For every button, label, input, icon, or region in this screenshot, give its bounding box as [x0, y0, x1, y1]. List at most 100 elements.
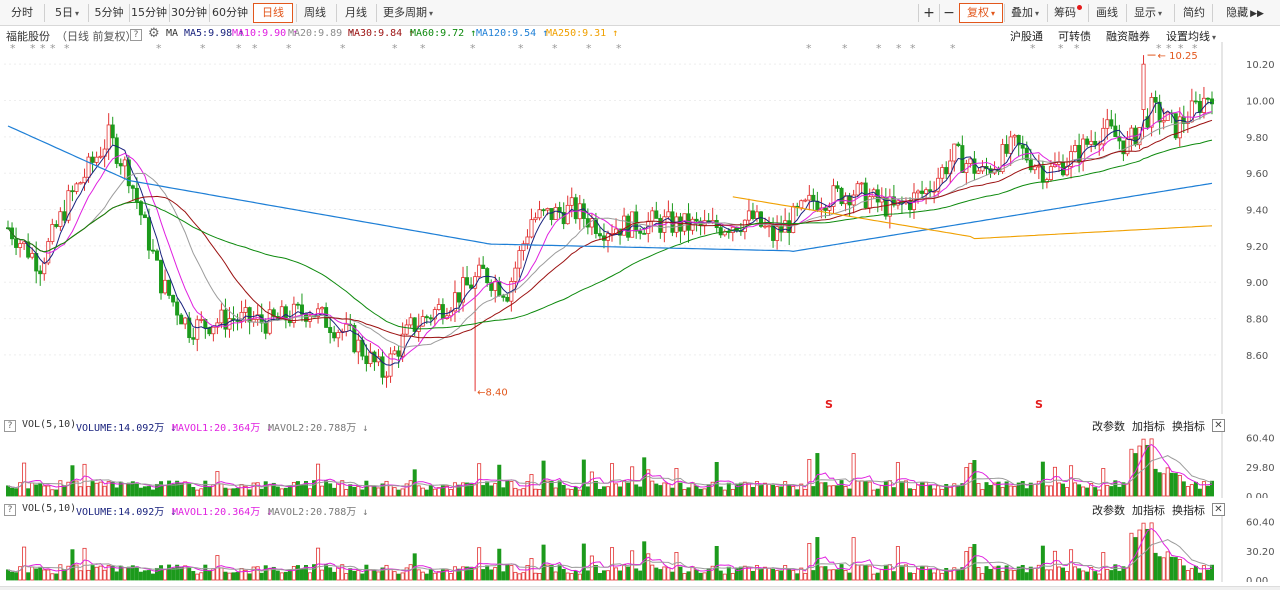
candle-body — [219, 309, 224, 324]
volume-chart-1[interactable]: 60.40 29.80 0.00 — [0, 432, 1280, 498]
candle-body — [1105, 119, 1110, 129]
volume-bar — [380, 483, 385, 497]
volume-bar — [928, 484, 933, 497]
volume-bar — [489, 569, 494, 581]
volume-bar — [255, 566, 260, 581]
candle-body — [380, 356, 385, 378]
period-5min[interactable]: 5分钟 — [94, 6, 124, 19]
chevron-down-icon: ▾ — [1212, 33, 1217, 42]
candle-body — [529, 219, 534, 238]
volume-bar — [42, 485, 47, 497]
volume-bar — [779, 570, 784, 581]
candle-body — [803, 199, 808, 202]
volume-bar — [1073, 482, 1078, 497]
volume-bar — [581, 459, 586, 497]
volume-bar — [1205, 485, 1210, 497]
period-intraday[interactable]: 分时 — [11, 6, 33, 19]
volume-bar — [26, 572, 31, 581]
volume-bar — [1153, 552, 1158, 581]
candle-body — [452, 292, 457, 312]
gear-icon[interactable]: ⚙ — [148, 26, 160, 41]
hk-connect-link[interactable]: 沪股通 — [1010, 30, 1043, 43]
overlay-button[interactable]: 叠加 ▾ — [1010, 6, 1039, 19]
edit-params-button[interactable]: 改参数 — [1092, 420, 1125, 433]
period-weekly[interactable]: 周线 — [304, 6, 326, 19]
help-icon[interactable]: ? — [130, 29, 142, 41]
volume-chart-2[interactable]: 60.40 30.20 0.00 — [0, 516, 1280, 582]
volume-bar — [750, 487, 755, 497]
candle-body — [1141, 63, 1146, 111]
volume-bar — [1197, 572, 1202, 581]
volume-bar — [726, 566, 731, 581]
display-button[interactable]: 显示 ▾ — [1133, 6, 1162, 19]
candle-body — [138, 201, 143, 216]
period-60min[interactable]: 60分钟 — [212, 6, 248, 19]
volume-bar — [239, 483, 244, 497]
volume-bar — [875, 572, 880, 581]
event-marker: * — [50, 42, 56, 55]
ma-settings-link[interactable]: 设置均线 ▾ — [1166, 30, 1217, 43]
volume-bar — [364, 480, 369, 497]
add-indicator-button[interactable]: 加指标 — [1132, 504, 1165, 517]
volume-bar — [972, 544, 977, 581]
candle-body — [62, 211, 67, 221]
high-price-label: ← 10.25 — [1158, 51, 1198, 62]
candlestick-chart[interactable]: 10.20 10.00 9.80 9.60 9.40 9.20 9.00 8.80 8.60 * *… — [0, 42, 1280, 416]
volume-bar — [1173, 557, 1178, 581]
volume-bar — [642, 541, 647, 581]
convertible-bond-link[interactable]: 可转债 — [1058, 30, 1091, 43]
period-more[interactable]: 更多周期 ▾ — [382, 6, 433, 19]
candle-body — [211, 326, 216, 335]
period-15min[interactable]: 15分钟 — [131, 6, 167, 19]
volume-bar — [50, 489, 55, 497]
volume-bar — [694, 569, 699, 581]
event-marker: * — [392, 42, 398, 55]
volume-bar — [223, 571, 228, 581]
volume-bar — [38, 482, 43, 497]
hide-panel-button[interactable]: 隐藏 ▶▶ — [1226, 6, 1264, 19]
volume-bar — [1097, 489, 1102, 497]
chips-button[interactable]: 筹码 — [1050, 3, 1086, 23]
event-marker: * — [910, 42, 916, 55]
draw-line-button[interactable]: 画线 — [1096, 6, 1118, 19]
volume-bar — [859, 564, 864, 581]
swap-indicator-button[interactable]: 换指标 — [1172, 420, 1205, 433]
period-30min[interactable]: 30分钟 — [171, 6, 207, 19]
simple-mode-button[interactable]: 简约 — [1183, 6, 1205, 19]
volume-bar — [1109, 486, 1114, 497]
volume-bar — [702, 488, 707, 497]
volume-bar — [972, 460, 977, 497]
candle-body — [972, 158, 977, 174]
zoom-out-button[interactable]: − — [943, 5, 955, 21]
margin-trading-link[interactable]: 融资融券 — [1106, 30, 1150, 43]
close-icon[interactable]: ✕ — [1212, 503, 1225, 516]
volume-bar — [308, 488, 313, 497]
volume-bar — [78, 486, 83, 497]
candle-body — [517, 250, 522, 269]
period-monthly[interactable]: 月线 — [345, 6, 367, 19]
swap-indicator-button[interactable]: 换指标 — [1172, 504, 1205, 517]
candle-body — [1069, 151, 1074, 167]
edit-params-button[interactable]: 改参数 — [1092, 504, 1125, 517]
candle-body — [352, 325, 357, 353]
help-icon[interactable]: ? — [4, 504, 16, 516]
volume-bar — [634, 568, 639, 581]
zoom-in-button[interactable]: + — [923, 5, 935, 21]
add-indicator-button[interactable]: 加指标 — [1132, 420, 1165, 433]
volume-bar — [831, 485, 836, 497]
volume-bar — [750, 571, 755, 581]
candle-body — [167, 279, 172, 296]
volume-axis-label: 29.80 — [1246, 463, 1275, 474]
period-5day[interactable]: 5日 ▾ — [54, 6, 79, 19]
period-daily[interactable]: 日线 — [253, 3, 293, 23]
volume-bar — [82, 463, 87, 497]
volume-bar — [1105, 484, 1110, 497]
volume-bar — [126, 482, 131, 497]
candle-body — [396, 350, 401, 357]
close-icon[interactable]: ✕ — [1212, 419, 1225, 432]
candle-body — [408, 317, 413, 326]
volume-bar — [191, 571, 196, 581]
help-icon[interactable]: ? — [4, 420, 16, 432]
event-marker: * — [876, 42, 882, 55]
restore-rights-button[interactable]: 复权 ▾ — [959, 3, 1003, 23]
